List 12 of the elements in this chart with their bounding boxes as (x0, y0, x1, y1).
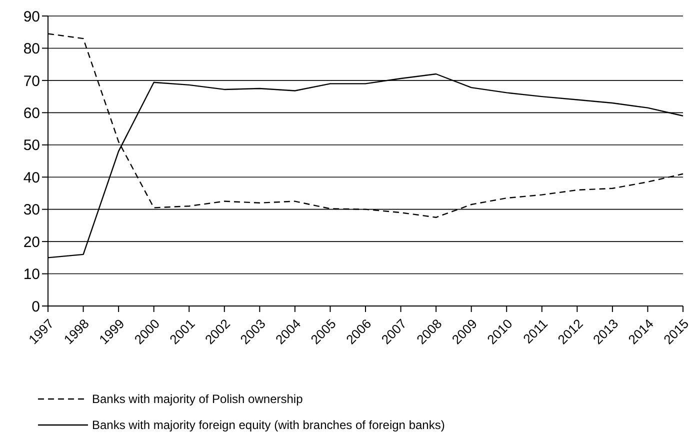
y-tick-label: 0 (32, 298, 40, 316)
legend-label: Banks with majority of Polish ownership (92, 392, 303, 406)
y-tick-label: 50 (23, 137, 40, 154)
y-tick-label: 80 (23, 40, 40, 58)
legend-label: Banks with majority foreign equity (with branches of foreign banks) (92, 418, 445, 432)
y-tick-label: 70 (23, 72, 40, 90)
y-tick-label: 10 (23, 266, 40, 284)
y-tick-label: 60 (23, 104, 40, 122)
y-tick-label: 40 (23, 169, 40, 186)
y-tick-label: 90 (23, 8, 40, 26)
y-tick-label: 30 (23, 202, 40, 219)
y-tick-label: 20 (23, 234, 40, 251)
